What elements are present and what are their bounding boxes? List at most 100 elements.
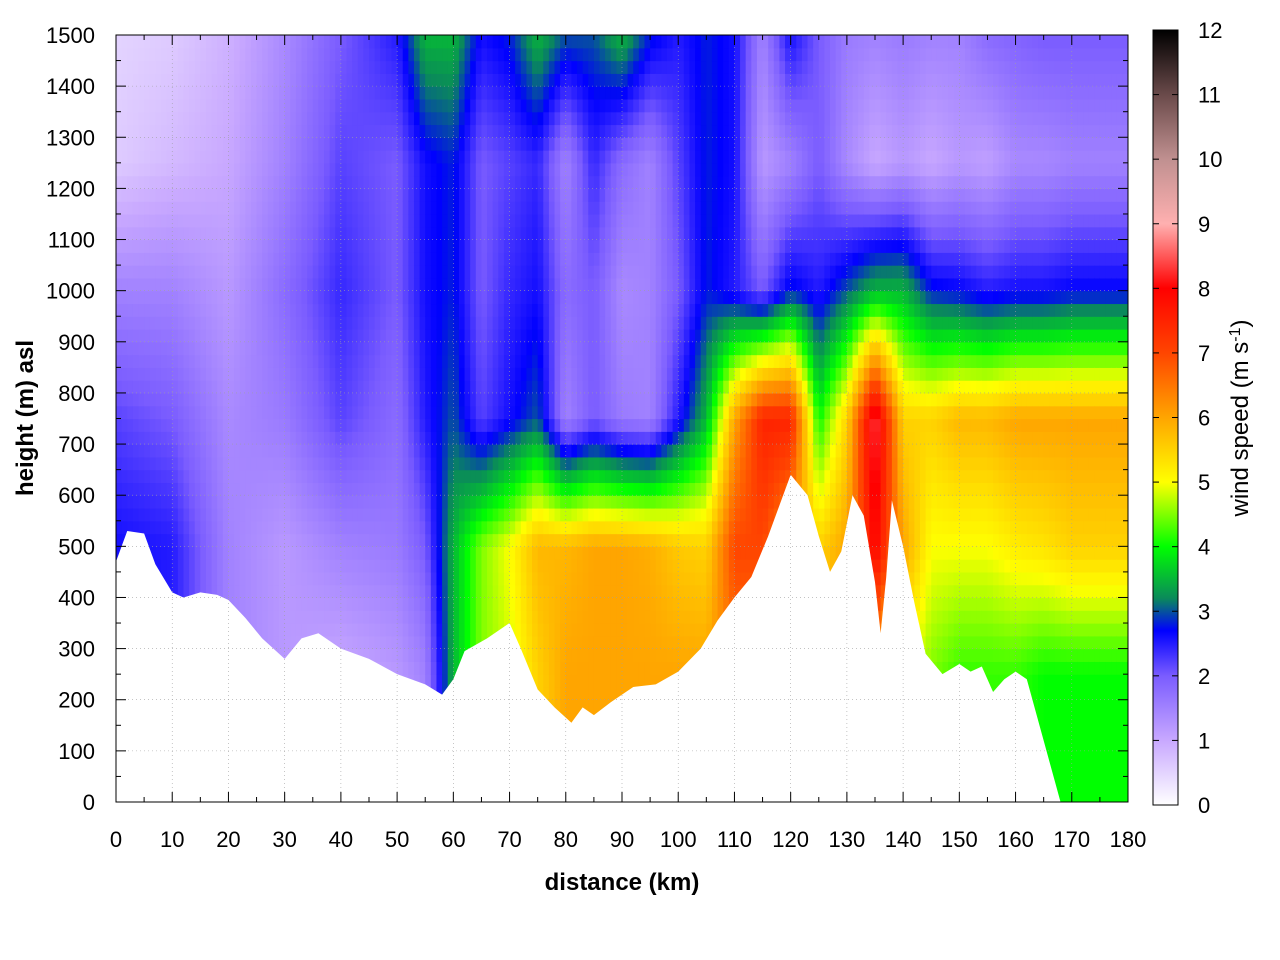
field-cell	[335, 303, 342, 317]
field-cell	[144, 60, 151, 74]
field-cell	[419, 520, 426, 535]
field-cell	[245, 418, 252, 432]
field-cell	[138, 162, 145, 177]
field-cell	[211, 201, 218, 215]
field-cell	[284, 137, 291, 151]
field-cell	[177, 559, 185, 573]
field-cell	[453, 73, 460, 87]
field-cell	[357, 124, 364, 138]
field-cell	[408, 584, 415, 599]
field-cell	[357, 559, 364, 573]
field-cell	[307, 86, 314, 100]
field-cell	[492, 469, 499, 484]
field-cell	[397, 329, 404, 343]
field-cell	[346, 431, 353, 445]
field-cell	[577, 341, 584, 356]
field-cell	[560, 239, 567, 253]
field-cell	[324, 431, 331, 445]
field-cell	[301, 559, 308, 573]
field-cell	[177, 252, 185, 266]
field-cell	[481, 162, 488, 177]
field-cell	[492, 405, 499, 420]
field-cell	[250, 610, 258, 624]
field-cell	[408, 290, 415, 305]
field-cell	[144, 265, 151, 279]
field-cell	[430, 507, 438, 522]
field-cell	[413, 635, 421, 650]
field-cell	[346, 571, 353, 586]
field-cell	[127, 226, 134, 241]
field-cell	[532, 265, 539, 279]
field-cell	[256, 73, 263, 87]
field-cell	[509, 213, 516, 228]
field-cell	[526, 380, 533, 394]
field-cell	[397, 226, 404, 241]
field-cell	[470, 86, 477, 100]
field-cell	[369, 47, 376, 62]
field-cell	[560, 699, 567, 714]
field-cell	[503, 239, 511, 253]
field-cell	[205, 546, 213, 560]
field-cell	[346, 226, 353, 241]
field-cell	[155, 111, 162, 126]
field-cell	[239, 431, 246, 445]
field-cell	[565, 661, 572, 675]
field-cell	[284, 111, 291, 126]
field-cell	[385, 546, 393, 560]
field-cell	[430, 316, 438, 330]
field-cell	[138, 456, 145, 471]
field-cell	[352, 265, 359, 279]
field-cell	[256, 150, 263, 164]
field-cell	[217, 392, 224, 407]
field-cell	[503, 571, 511, 586]
field-cell	[234, 239, 241, 253]
field-cell	[155, 533, 162, 547]
field-cell	[571, 495, 578, 509]
field-cell	[363, 507, 370, 522]
field-cell	[492, 316, 499, 330]
field-cell	[329, 559, 336, 573]
field-cell	[284, 456, 291, 471]
field-cell	[335, 124, 342, 138]
field-cell	[481, 239, 488, 253]
field-cell	[413, 520, 421, 535]
field-cell	[245, 162, 252, 177]
field-cell	[571, 316, 578, 330]
field-cell	[273, 124, 280, 138]
field-cell	[481, 418, 488, 432]
field-cell	[430, 86, 438, 100]
field-cell	[509, 418, 516, 432]
field-cell	[475, 124, 483, 138]
field-cell	[307, 60, 314, 74]
field-cell	[447, 405, 454, 420]
field-cell	[318, 367, 325, 381]
field-cell	[172, 213, 179, 228]
field-cell	[239, 47, 246, 62]
field-cell	[234, 354, 241, 368]
field-cell	[515, 137, 522, 151]
field-cell	[307, 124, 314, 138]
field-cell	[391, 124, 398, 138]
field-cell	[329, 188, 336, 202]
field-cell	[565, 239, 572, 253]
field-cell	[262, 98, 269, 113]
field-cell	[577, 469, 584, 484]
field-cell	[284, 418, 291, 432]
field-cell	[442, 648, 449, 662]
field-cell	[234, 35, 241, 49]
field-cell	[132, 150, 140, 164]
field-cell	[166, 290, 173, 305]
field-cell	[419, 610, 426, 624]
field-cell	[324, 533, 331, 547]
field-cell	[526, 124, 533, 138]
field-cell	[211, 520, 218, 535]
field-cell	[571, 686, 578, 701]
field-cell	[245, 35, 252, 49]
field-cell	[279, 635, 286, 650]
field-cell	[487, 188, 494, 202]
field-cell	[335, 213, 342, 228]
field-cell	[329, 290, 336, 305]
field-cell	[526, 47, 533, 62]
field-cell	[284, 469, 291, 484]
field-cell	[470, 520, 477, 535]
